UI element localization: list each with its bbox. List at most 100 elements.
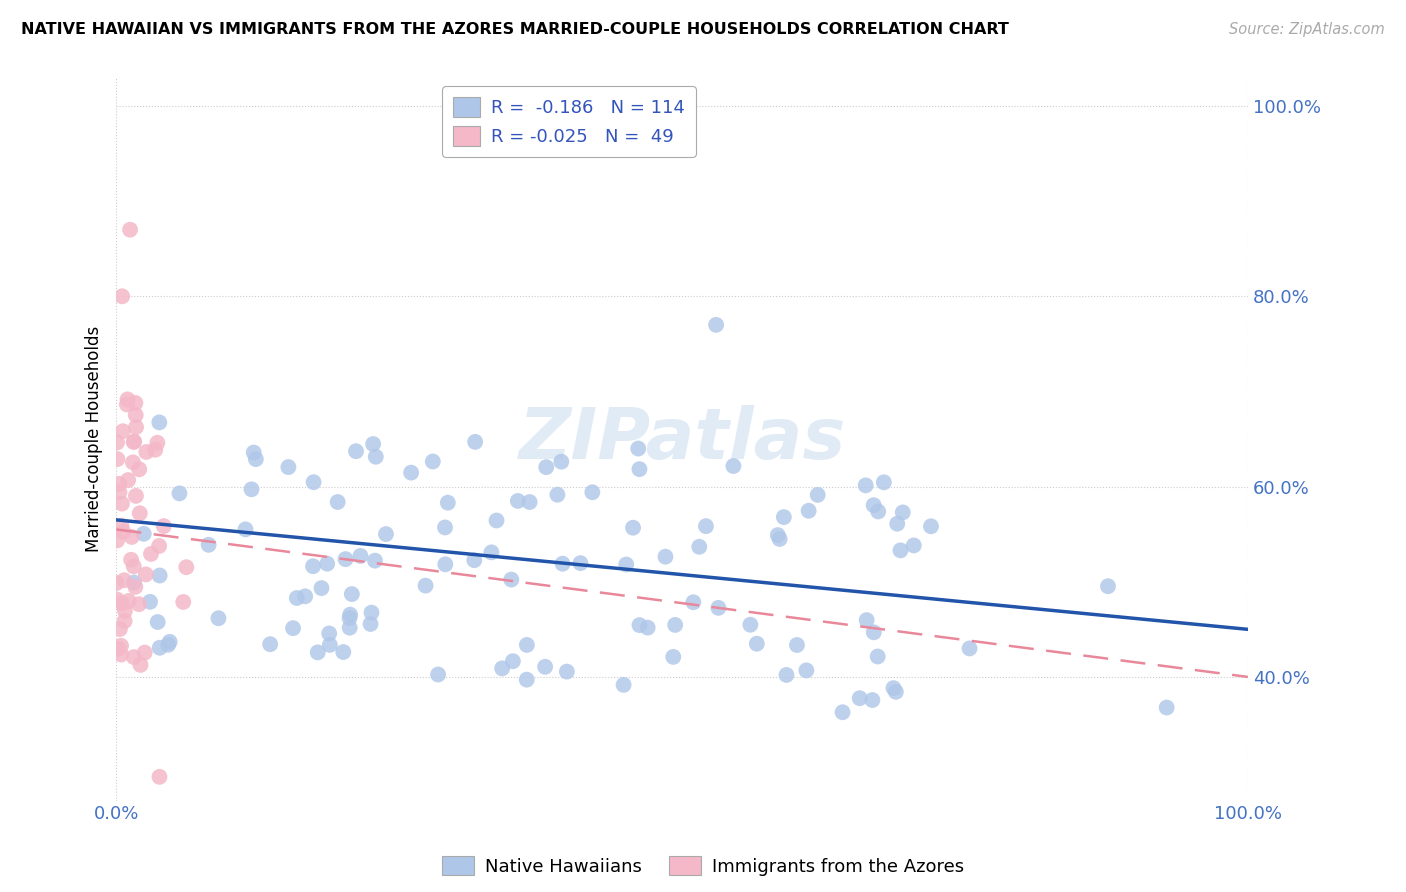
Point	[502, 654, 524, 668]
Text: NATIVE HAWAIIAN VS IMMIGRANTS FROM THE AZORES MARRIED-COUPLE HOUSEHOLDS CORRELAT: NATIVE HAWAIIAN VS IMMIGRANTS FROM THE A…	[21, 22, 1010, 37]
Point	[886, 516, 908, 531]
Point	[516, 673, 538, 687]
Point	[740, 617, 762, 632]
Point	[135, 567, 157, 582]
Point	[621, 521, 644, 535]
Point	[146, 615, 169, 629]
Point	[122, 575, 145, 590]
Point	[245, 452, 267, 467]
Point	[855, 613, 877, 627]
Point	[884, 685, 907, 699]
Point	[340, 587, 363, 601]
Point	[873, 475, 896, 490]
Point	[682, 595, 704, 609]
Point	[704, 318, 727, 332]
Point	[775, 668, 797, 682]
Point	[339, 611, 361, 625]
Point	[105, 435, 128, 450]
Point	[882, 681, 904, 695]
Point	[415, 579, 437, 593]
Point	[866, 649, 889, 664]
Point	[339, 621, 361, 635]
Point	[318, 626, 340, 640]
Point	[122, 650, 145, 665]
Point	[360, 606, 382, 620]
Point	[146, 435, 169, 450]
Point	[121, 530, 143, 544]
Point	[117, 473, 139, 487]
Text: Source: ZipAtlas.com: Source: ZipAtlas.com	[1229, 22, 1385, 37]
Point	[848, 691, 870, 706]
Point	[613, 678, 636, 692]
Point	[115, 397, 138, 411]
Point	[375, 527, 398, 541]
Point	[360, 617, 382, 632]
Point	[110, 639, 132, 653]
Point	[157, 638, 180, 652]
Point	[197, 538, 219, 552]
Point	[114, 604, 136, 618]
Point	[695, 519, 717, 533]
Point	[614, 558, 637, 572]
Point	[786, 638, 808, 652]
Point	[105, 576, 128, 591]
Point	[501, 573, 523, 587]
Point	[125, 420, 148, 434]
Point	[364, 554, 387, 568]
Point	[259, 637, 281, 651]
Point	[422, 454, 444, 468]
Point	[662, 649, 685, 664]
Point	[637, 621, 659, 635]
Point	[868, 504, 890, 518]
Point	[326, 495, 349, 509]
Point	[108, 622, 131, 636]
Point	[773, 510, 796, 524]
Point	[128, 506, 150, 520]
Point	[769, 532, 792, 546]
Point	[149, 640, 172, 655]
Point	[723, 458, 745, 473]
Point	[112, 573, 135, 587]
Point	[125, 489, 148, 503]
Point	[122, 559, 145, 574]
Point	[855, 478, 877, 492]
Point	[117, 392, 139, 407]
Point	[485, 513, 508, 527]
Point	[111, 289, 134, 303]
Point	[889, 543, 911, 558]
Point	[516, 638, 538, 652]
Point	[316, 557, 339, 571]
Point	[581, 485, 603, 500]
Point	[134, 646, 156, 660]
Point	[302, 559, 325, 574]
Point	[135, 445, 157, 459]
Point	[891, 505, 914, 519]
Point	[506, 494, 529, 508]
Point	[105, 592, 128, 607]
Point	[105, 533, 128, 548]
Point	[125, 408, 148, 422]
Point	[664, 618, 686, 632]
Point	[110, 648, 132, 662]
Point	[920, 519, 942, 533]
Point	[745, 637, 768, 651]
Point	[1097, 579, 1119, 593]
Point	[903, 538, 925, 552]
Point	[1156, 700, 1178, 714]
Point	[148, 770, 170, 784]
Point	[463, 553, 485, 567]
Point	[339, 607, 361, 622]
Point	[797, 504, 820, 518]
Point	[207, 611, 229, 625]
Point	[112, 524, 135, 539]
Point	[139, 595, 162, 609]
Point	[364, 450, 387, 464]
Point	[434, 558, 457, 572]
Point	[569, 556, 592, 570]
Point	[122, 434, 145, 449]
Point	[110, 518, 132, 533]
Point	[122, 434, 145, 449]
Point	[285, 591, 308, 605]
Point	[108, 485, 131, 500]
Point	[464, 434, 486, 449]
